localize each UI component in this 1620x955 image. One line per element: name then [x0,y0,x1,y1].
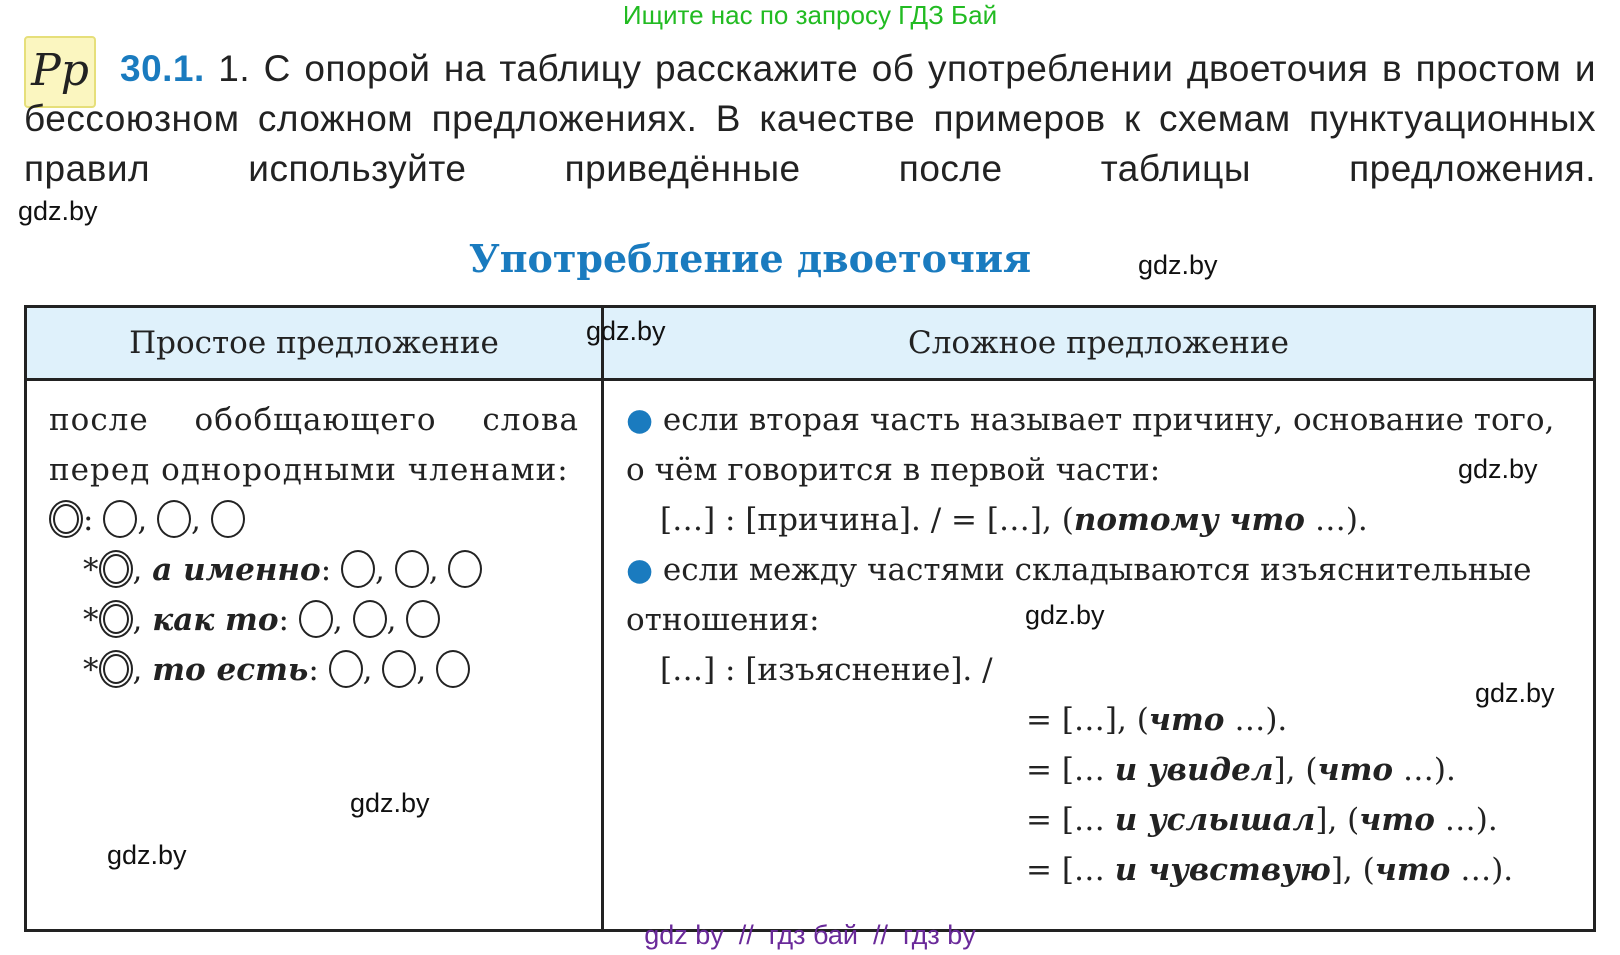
watermark: gdz.by [1475,678,1555,708]
scheme-row: *, то есть: , , [49,645,579,695]
member-icon [394,550,429,588]
rule-text: если между частями складываются изъяснит… [626,552,1532,638]
generalizing-word-icon [98,550,133,588]
member-icon [406,600,441,638]
bullet-icon: ● [626,552,654,588]
simple-rule: после обобщающего слова перед однородным… [49,402,579,488]
scheme-verb: и чувствую [1114,852,1331,888]
header-simple: Простое предложение [24,305,604,381]
generalizing-word-icon [49,500,83,538]
generalizing-word-icon [98,650,133,688]
scheme-word: а именно [152,552,321,588]
simple-cell: после обобщающего слова перед однородным… [24,378,604,932]
scheme-part: …). [1224,702,1288,738]
asterisk: * [83,602,99,638]
scheme-row: : , , [49,495,579,545]
task-text: 30.1. 1. С опорой на таблицу расскажите … [24,44,1596,194]
watermark: gdz.by [1025,600,1105,630]
watermark: gdz.by [18,196,98,226]
complex-cell: ● если вторая часть называет причину, ос… [601,378,1596,932]
scheme-conj: потому что [1073,502,1305,538]
scheme-1: […] : [причина]. / = […], (потому что …)… [626,495,1571,545]
member-icon [328,650,363,688]
scheme-variant: = […], (что …). [626,695,1571,745]
scheme-part: = [… [1026,752,1115,788]
scheme-word: то есть [152,652,309,688]
scheme-part: …). [1393,752,1456,788]
generalizing-word-icon [98,600,133,638]
scheme-verb: и увидел [1114,752,1274,788]
search-banner: Ищите нас по запросу ГДЗ Бай [622,0,998,30]
complex-rule-1: ● если вторая часть называет причину, ос… [626,395,1571,495]
watermark: gdz.by [1458,454,1538,484]
member-icon [210,500,245,538]
member-icon [436,650,471,688]
scheme-part: […] : [причина]. / = […], ( [660,502,1074,538]
complex-rule-2: ● если между частями складываются изъясн… [626,545,1571,645]
footer-watermark: gdz by // гдз бай // гдз by [644,920,976,950]
member-icon [352,600,387,638]
scheme-word: как то [152,602,279,638]
scheme-variant: = [… и чувствую], (что …). [1026,852,1514,888]
scheme-conj: что [1317,752,1394,788]
scheme-conj: что [1148,702,1225,738]
scheme-verb: и услышал [1114,802,1316,838]
scheme-2: […] : [изъяснение]. / [660,652,993,688]
bullet-icon: ● [626,402,654,438]
table-title: Употребление двоеточия [468,236,1032,281]
scheme-part: …). [1304,502,1368,538]
rule-text: если вторая часть называет причину, осно… [626,402,1555,488]
scheme-conj: что [1374,852,1451,888]
asterisk: * [83,552,99,588]
scheme-part: …). [1450,852,1514,888]
scheme-part: = [… [1026,852,1115,888]
scheme-variant: = [… и услышал], (что …). [1026,802,1498,838]
member-icon [382,650,417,688]
member-icon [341,550,376,588]
task-body: 1. С опорой на таблицу расскажите об упо… [24,48,1597,189]
member-icon [448,550,483,588]
scheme-row: *, а именно: , , [49,545,579,595]
scheme-row: *, как то: , , [49,595,579,645]
scheme-conj: что [1359,802,1435,838]
asterisk: * [83,652,99,688]
scheme-part: = [… [1026,802,1115,838]
scheme-part: …). [1434,802,1498,838]
watermark: gdz.by [1138,250,1218,280]
member-icon [298,600,333,638]
watermark: gdz.by [586,316,666,346]
watermark: gdz.by [350,788,430,818]
member-icon [157,500,192,538]
header-complex: Сложное предложение [601,305,1596,381]
member-icon [103,500,138,538]
scheme-variant: = [… и увидел], (что …). [1026,752,1456,788]
watermark: gdz.by [107,840,187,870]
task-number: 30.1. [120,48,205,89]
scheme-part: = […], ( [1026,702,1149,738]
colon-usage-table: Простое предложение Сложное предложение … [24,305,1596,932]
rhetoric-logo-icon: Рр [24,36,96,108]
